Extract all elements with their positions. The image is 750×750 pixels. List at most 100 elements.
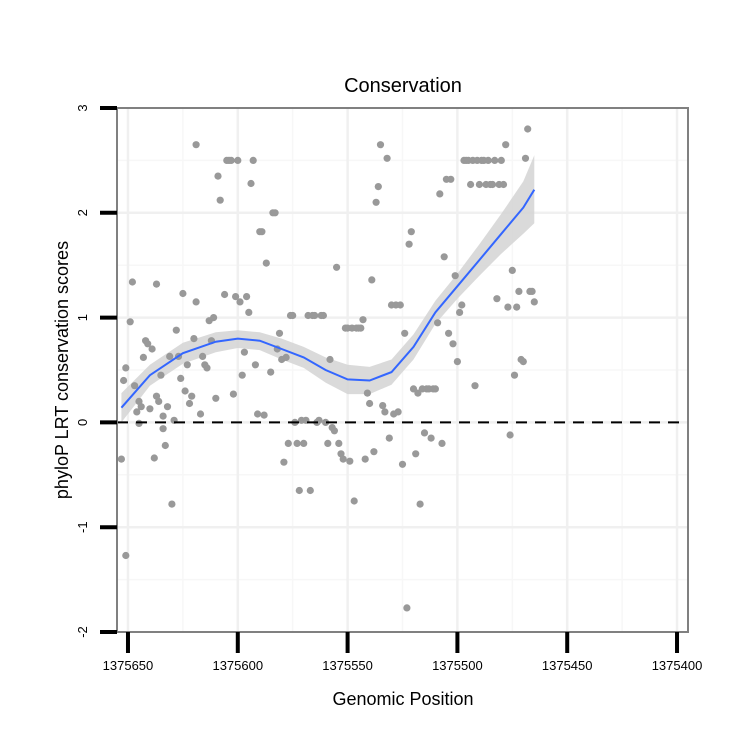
- data-point: [447, 175, 455, 183]
- data-point: [243, 293, 251, 301]
- data-point: [126, 318, 134, 326]
- data-point: [196, 410, 205, 418]
- data-point: [192, 298, 200, 306]
- data-point: [289, 311, 297, 320]
- data-point: [216, 196, 224, 204]
- data-point: [179, 289, 187, 298]
- data-point: [497, 156, 505, 164]
- data-point: [420, 429, 429, 437]
- data-point: [506, 431, 514, 439]
- data-point: [306, 486, 314, 495]
- data-point: [133, 408, 141, 416]
- data-point: [203, 364, 211, 372]
- data-point: [519, 358, 527, 366]
- data-point: [458, 301, 466, 309]
- data-point: [513, 303, 521, 311]
- data-point: [148, 345, 156, 353]
- data-point: [412, 450, 420, 458]
- data-point: [258, 228, 266, 236]
- data-point: [319, 311, 327, 320]
- data-point: [168, 500, 176, 508]
- data-point: [245, 308, 253, 316]
- x-tick-label: 1375500: [432, 658, 483, 673]
- data-point: [275, 329, 284, 337]
- data-point: [238, 371, 246, 379]
- y-tick-label: 0: [75, 419, 90, 426]
- data-point: [504, 303, 512, 311]
- data-point: [155, 397, 163, 405]
- data-point: [510, 371, 519, 379]
- data-point: [394, 408, 402, 416]
- chart-title: Conservation: [344, 75, 462, 97]
- data-point: [427, 434, 435, 442]
- data-point: [528, 287, 536, 295]
- data-point: [438, 439, 446, 447]
- data-point: [188, 392, 196, 400]
- data-point: [144, 340, 152, 348]
- data-point: [359, 316, 367, 324]
- data-point: [398, 460, 407, 468]
- data-point: [451, 272, 459, 280]
- data-point: [335, 439, 343, 447]
- x-tick-label: 1375450: [542, 658, 593, 673]
- data-point: [436, 190, 444, 198]
- data-point: [403, 604, 411, 612]
- data-point: [374, 183, 382, 191]
- data-point: [234, 156, 242, 164]
- data-point: [401, 329, 409, 337]
- data-point: [300, 439, 308, 447]
- data-point: [152, 280, 161, 288]
- data-point: [326, 355, 334, 364]
- data-point: [346, 457, 354, 465]
- y-tick-label: -1: [75, 521, 90, 533]
- data-point: [122, 364, 130, 372]
- y-tick-label: 2: [75, 209, 90, 216]
- data-point: [229, 390, 237, 398]
- data-point: [324, 439, 332, 447]
- data-point: [524, 125, 532, 133]
- y-tick-label: 3: [75, 104, 90, 111]
- data-point: [117, 455, 125, 463]
- data-point: [214, 172, 222, 180]
- data-point: [271, 209, 279, 217]
- data-point: [330, 427, 338, 435]
- plot-area: 1375650 1375600 1375550 1375500 1375450 13754…: [75, 104, 702, 673]
- data-point: [361, 455, 369, 463]
- data-point: [267, 368, 275, 376]
- data-point: [488, 180, 497, 189]
- data-point: [192, 141, 200, 149]
- data-point: [370, 448, 378, 456]
- data-point: [508, 266, 516, 274]
- data-point: [221, 290, 229, 299]
- data-point: [434, 319, 442, 327]
- data-point: [166, 352, 174, 360]
- data-point: [159, 425, 167, 433]
- data-point: [262, 259, 270, 267]
- data-point: [445, 329, 453, 337]
- plot-frame: [116, 107, 689, 633]
- data-point: [383, 154, 391, 162]
- data-point: [515, 287, 523, 295]
- data-point: [363, 389, 371, 397]
- data-point: [232, 293, 240, 301]
- data-point: [190, 335, 198, 343]
- data-point: [295, 486, 303, 495]
- data-point: [128, 278, 136, 286]
- data-point: [137, 403, 145, 411]
- data-point: [280, 458, 288, 466]
- y-tick-label: -2: [75, 626, 90, 638]
- data-point: [260, 411, 268, 419]
- data-point: [122, 551, 130, 560]
- data-point: [322, 418, 330, 426]
- data-point: [431, 385, 439, 393]
- data-point: [475, 180, 483, 189]
- x-tick-label: 1375550: [322, 658, 373, 673]
- data-point: [249, 156, 257, 164]
- data-point: [467, 180, 475, 189]
- data-point: [157, 371, 165, 379]
- data-point: [177, 374, 185, 382]
- data-point: [385, 434, 393, 442]
- data-point: [484, 156, 492, 164]
- data-point: [502, 141, 510, 149]
